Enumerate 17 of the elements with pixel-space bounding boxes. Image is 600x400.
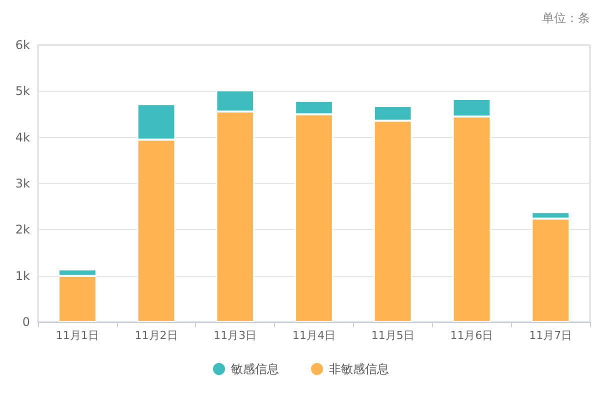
x-tick-label: 11月6日 xyxy=(450,329,494,342)
x-tick-label: 11月2日 xyxy=(134,329,178,342)
y-tick-label: 2k xyxy=(15,222,30,237)
y-tick-label: 6k xyxy=(15,38,30,52)
y-tick-label: 1k xyxy=(15,268,30,283)
y-tick-label: 4k xyxy=(15,130,30,144)
text: 单位：条 xyxy=(542,11,590,25)
x-tick-label: 11月3日 xyxy=(214,329,257,342)
y-tick-label: 3k xyxy=(15,176,30,190)
x-tick-label: 11月5日 xyxy=(371,329,414,342)
y-tick-label: 0 xyxy=(22,315,30,329)
legend-label: 敏感信息 xyxy=(231,362,279,376)
x-tick-label: 11月4日 xyxy=(292,329,336,342)
x-tick-label: 11月7日 xyxy=(529,329,572,342)
y-tick-label: 5k xyxy=(15,84,30,98)
x-tick-label: 11月1日 xyxy=(56,329,99,342)
legend-label: 非敏感信息 xyxy=(329,362,389,376)
